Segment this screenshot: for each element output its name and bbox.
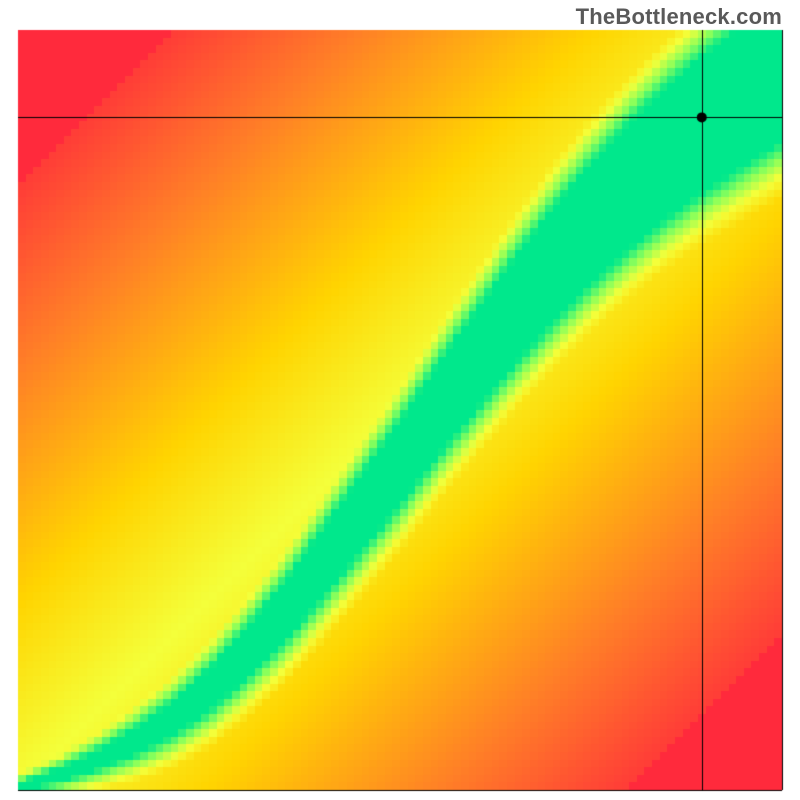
bottleneck-heatmap [0,0,800,800]
watermark-text: TheBottleneck.com [576,4,782,30]
